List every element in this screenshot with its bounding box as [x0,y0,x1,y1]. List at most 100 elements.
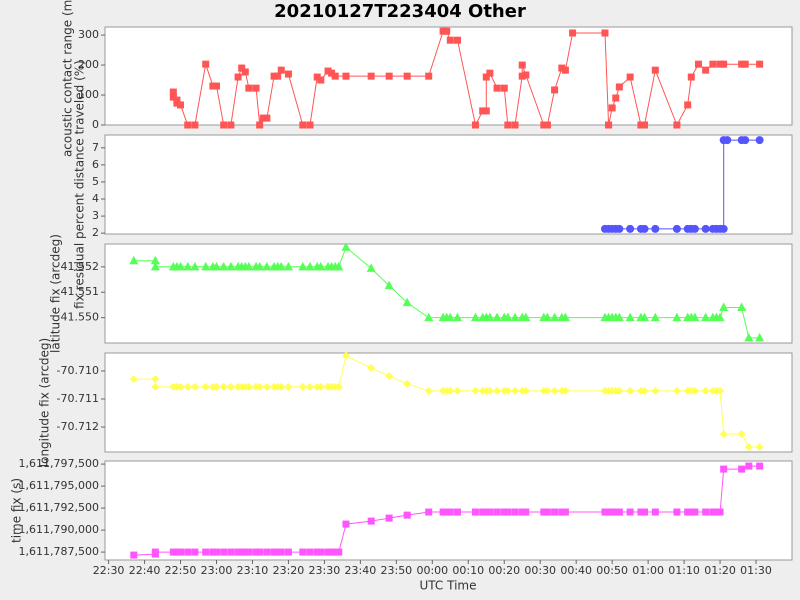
marker [262,261,272,271]
marker [690,312,700,322]
marker [615,224,624,233]
marker [608,508,616,516]
marker [550,386,559,395]
x-tick-label: 01:20 [704,564,736,577]
marker [640,312,650,322]
marker [694,60,702,68]
marker [503,386,512,395]
marker [255,382,264,391]
marker [691,508,699,516]
marker [500,84,508,92]
marker [443,27,451,35]
marker [201,382,210,391]
marker [201,261,211,271]
marker [673,508,681,516]
marker [756,462,764,470]
marker [684,508,692,516]
marker [453,36,461,44]
marker [439,27,447,35]
marker [737,430,746,439]
marker [219,382,228,391]
marker [256,121,264,129]
marker [737,302,747,311]
marker [521,312,531,322]
marker [252,84,260,92]
y-tick-label: 300 [78,28,99,41]
x-tick-label: 22:30 [93,564,125,577]
marker [615,83,623,91]
y-tick-label: 1,611,792,500 [19,501,99,514]
marker [614,312,624,322]
marker [702,508,710,516]
marker [177,548,185,556]
marker [263,114,271,122]
y-tick-label: -70.710 [57,364,99,377]
marker [690,386,699,395]
marker [424,386,433,395]
marker [213,548,221,556]
marker [493,386,502,395]
marker [540,508,548,516]
marker [612,94,620,102]
x-tick-label: 23:50 [380,564,412,577]
x-tick-label: 23:40 [345,564,377,577]
marker [385,72,393,80]
marker [306,548,314,556]
y-axis-title: latitude fix (arcdeg) [49,234,63,353]
marker [213,82,221,90]
marker [283,261,293,271]
marker [220,548,228,556]
marker [558,64,566,72]
marker [452,312,462,322]
x-tick-label: 00:10 [452,564,484,577]
marker [317,76,325,84]
marker [191,548,199,556]
marker [651,224,660,233]
marker [313,548,321,556]
marker [755,442,764,451]
x-tick-label: 23:20 [273,564,305,577]
marker [712,508,720,516]
marker [641,121,649,129]
marker [672,386,681,395]
marker [443,508,451,516]
marker [367,363,376,372]
marker [540,121,548,129]
marker [298,382,307,391]
marker [220,121,228,129]
marker [605,121,613,129]
y-tick-label: 200 [78,58,99,71]
y-tick-label: 100 [78,88,99,101]
marker [626,224,635,233]
marker [202,60,210,68]
marker [299,121,307,129]
y-tick-label: 1,611,790,000 [19,523,99,536]
y-tick-label: 1,611,797,500 [19,457,99,470]
marker [522,508,530,516]
marker [756,60,764,68]
marker [341,351,350,360]
marker [316,261,326,271]
marker [716,386,725,395]
marker [403,379,412,388]
marker [176,382,185,391]
marker [471,508,479,516]
marker [241,68,249,76]
marker [324,548,332,556]
marker [500,508,508,516]
marker [234,73,242,81]
marker [518,72,526,80]
marker [522,71,530,79]
marker [169,93,177,101]
y-tick-label: 0 [92,118,99,131]
marker [328,548,336,556]
marker [384,280,394,290]
marker [504,121,512,129]
marker [543,386,552,395]
marker [439,508,447,516]
marker [173,548,181,556]
marker [367,72,375,80]
y-tick-label: 3 [92,209,99,222]
marker [626,73,634,81]
marker [684,101,692,109]
